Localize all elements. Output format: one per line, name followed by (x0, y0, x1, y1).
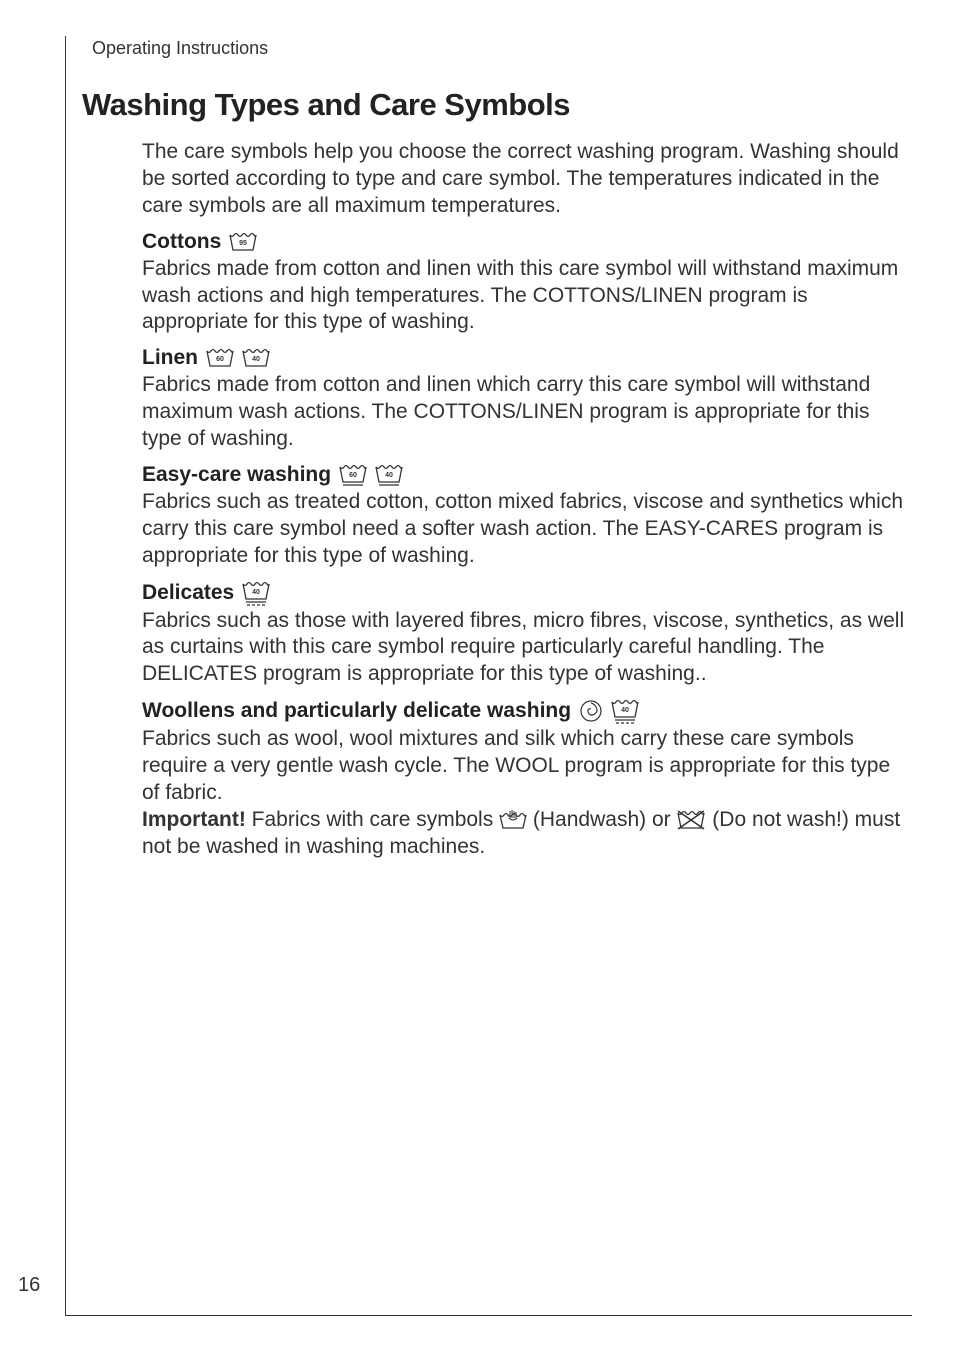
section-linen: Linen 60 40 Fabrics made from (142, 346, 912, 453)
washtub-60-underline-icon: 60 (339, 463, 367, 487)
body-delicates: Fabrics such as those with layered fibre… (142, 608, 912, 689)
do-not-wash-icon (676, 809, 706, 831)
heading-woollens: Woollens and particularly delicate washi… (142, 699, 571, 723)
body-easycare: Fabrics such as treated cotton, cotton m… (142, 489, 912, 570)
important-t1: Fabrics with care symbols (246, 808, 499, 831)
svg-text:95: 95 (239, 240, 247, 247)
svg-text:40: 40 (252, 589, 260, 596)
handwash-icon (499, 809, 527, 831)
important-woollens: Important! Fabrics with care symbols (Ha… (142, 807, 912, 861)
intro-text: The care symbols help you choose the cor… (142, 139, 912, 220)
washtub-60-icon: 60 (206, 347, 234, 369)
page-header: Operating Instructions (78, 36, 912, 59)
main-title: Washing Types and Care Symbols (82, 87, 912, 123)
svg-text:60: 60 (216, 356, 224, 363)
page-number: 16 (18, 1274, 40, 1297)
heading-easycare: Easy-care washing (142, 463, 331, 487)
body-cottons: Fabrics made from cotton and linen with … (142, 256, 912, 337)
section-woollens: Woollens and particularly delicate washi… (142, 698, 912, 860)
washtub-40-doubleunderline-icon: 40 (242, 580, 270, 606)
heading-linen: Linen (142, 346, 198, 370)
body-woollens: Fabrics such as wool, wool mixtures and … (142, 726, 912, 807)
section-cottons: Cottons 95 Fabrics made from cotton and … (142, 230, 912, 337)
important-t2: (Handwash) or (527, 808, 676, 831)
body-linen: Fabrics made from cotton and linen which… (142, 372, 912, 453)
wool-spiral-icon (579, 699, 603, 723)
washtub-95-icon: 95 (229, 231, 257, 253)
svg-text:40: 40 (252, 356, 260, 363)
section-easycare: Easy-care washing 60 40 (142, 463, 912, 570)
svg-text:60: 60 (349, 472, 357, 479)
important-label: Important! (142, 808, 246, 831)
washtub-40-underline-icon: 40 (375, 463, 403, 487)
washtub-40-icon: 40 (242, 347, 270, 369)
section-delicates: Delicates 40 Fabrics such as those with … (142, 580, 912, 689)
heading-delicates: Delicates (142, 581, 234, 605)
washtub-40-doubleunderline-icon: 40 (611, 698, 639, 724)
svg-text:40: 40 (621, 707, 629, 714)
svg-text:40: 40 (385, 472, 393, 479)
heading-cottons: Cottons (142, 230, 221, 254)
